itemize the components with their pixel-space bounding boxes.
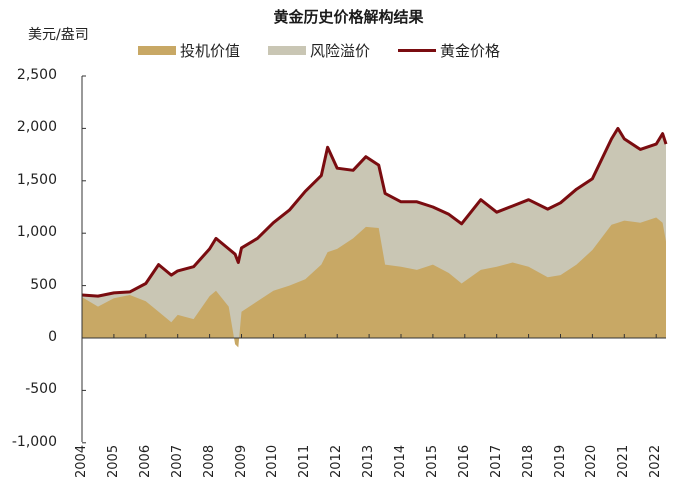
- legend-label: 投机价值: [180, 42, 241, 60]
- y-axis-unit-label: 美元/盎司: [28, 27, 89, 43]
- legend-item-gold-price: 黄金价格: [398, 40, 500, 61]
- x-axis-tick-marks: [113, 334, 657, 338]
- legend-label: 风险溢价: [310, 42, 371, 60]
- y-tick-label: -500: [25, 381, 57, 398]
- legend-swatch-gold-price: [398, 49, 437, 52]
- legend: 投机价值 风险溢价 黄金价格: [138, 40, 528, 61]
- gold-price-line: [81, 126, 668, 298]
- legend-label: 黄金价格: [440, 42, 501, 60]
- legend-swatch-risk-premium: [268, 46, 307, 55]
- y-tick-label: 0: [48, 329, 57, 345]
- chart-title: 黄金历史价格解构结果: [273, 8, 424, 26]
- y-tick-label: 2,000: [16, 119, 57, 136]
- y-axis-tick-marks: [82, 75, 86, 444]
- y-tick-label: 500: [30, 276, 57, 293]
- y-tick-label: 2,500: [16, 67, 57, 83]
- legend-item-speculative-value: 投机价值: [138, 40, 240, 61]
- y-tick-label: 1,500: [16, 171, 57, 188]
- legend-item-risk-premium: 风险溢价: [268, 40, 370, 61]
- y-tick-label: 1,000: [16, 224, 57, 241]
- y-tick-label: -1,000: [11, 433, 57, 450]
- speculative-value-area: [82, 217, 666, 348]
- legend-swatch-speculative-value: [138, 46, 176, 55]
